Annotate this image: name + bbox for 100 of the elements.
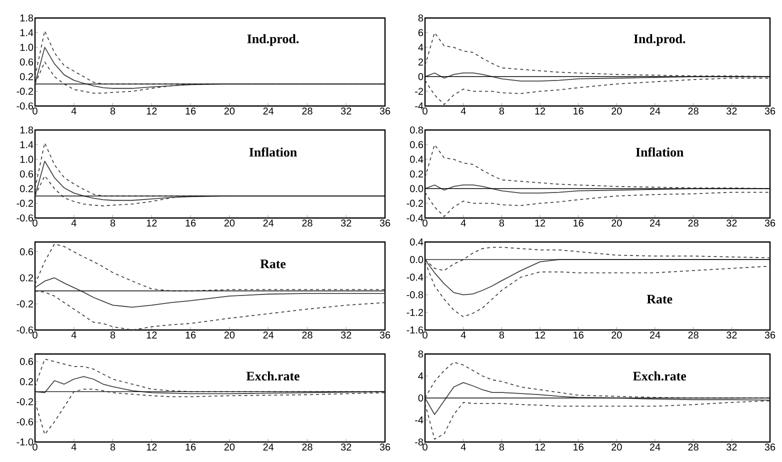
y-tick-label: 0.2 bbox=[20, 378, 33, 386]
x-tick-label: 28 bbox=[688, 332, 698, 339]
text: Exch.rate bbox=[633, 371, 686, 381]
y-tick-label: 0.2 bbox=[20, 73, 33, 80]
y-tick-label: -0.6 bbox=[16, 326, 34, 334]
y-tick-label: -0.2 bbox=[406, 200, 423, 207]
x-tick-label: 20 bbox=[612, 332, 622, 339]
y-tick-label: 0.2 bbox=[20, 185, 33, 192]
x-tick-label: 4 bbox=[71, 444, 76, 450]
x-tick-label: 8 bbox=[110, 444, 116, 451]
x-tick-label: 32 bbox=[726, 108, 737, 115]
y-tick-label: 0.4 bbox=[410, 238, 424, 246]
x-tick-label: 12 bbox=[146, 108, 157, 114]
y-tick-label: 1.0 bbox=[20, 156, 34, 163]
text: Inflation bbox=[249, 147, 297, 157]
x-tick-label: 16 bbox=[186, 220, 196, 227]
y-tick-label: 8 bbox=[418, 350, 424, 358]
y-tick-label: 0.6 bbox=[20, 358, 34, 366]
y-tick-label: 0.2 bbox=[410, 170, 423, 178]
x-tick-label: 4 bbox=[460, 444, 466, 450]
x-tick-label: 20 bbox=[224, 444, 235, 451]
x-tick-label: 16 bbox=[574, 332, 584, 339]
x-tick-label: 8 bbox=[110, 108, 116, 115]
y-tick-label: 6 bbox=[418, 29, 424, 36]
x-tick-label: 12 bbox=[535, 332, 546, 338]
y-tick-label: 1.8 bbox=[20, 14, 34, 22]
x-tick-label: 32 bbox=[340, 444, 352, 451]
x-tick-label: 12 bbox=[146, 220, 157, 226]
y-tick-label: 2 bbox=[418, 58, 423, 66]
x-tick-label: 16 bbox=[574, 108, 584, 115]
x-tick-label: 28 bbox=[302, 220, 312, 227]
x-tick-label: 12 bbox=[535, 108, 546, 114]
y-tick-label: 1.4 bbox=[20, 141, 34, 148]
y-tick-label: -0.4 bbox=[406, 274, 424, 281]
y-tick-label: 4 bbox=[418, 372, 424, 380]
x-tick-label: 4 bbox=[460, 108, 466, 114]
y-tick-label: -0.8 bbox=[406, 291, 424, 298]
y-tick-label: -0.2 bbox=[16, 300, 33, 308]
x-tick-label: 16 bbox=[186, 332, 196, 339]
y-tick-label: -0.6 bbox=[16, 418, 34, 426]
x-tick-label: 36 bbox=[380, 108, 390, 115]
x-tick-label: 32 bbox=[340, 108, 352, 115]
x-tick-label: 12 bbox=[535, 220, 546, 226]
y-tick-label: 0 bbox=[418, 73, 424, 80]
x-tick-label: 36 bbox=[380, 220, 390, 227]
y-tick-label: -0.2 bbox=[16, 200, 33, 207]
x-tick-label: 4 bbox=[71, 332, 76, 338]
x-tick-label: 24 bbox=[650, 108, 660, 114]
x-tick-label: 28 bbox=[302, 444, 312, 451]
y-tick-label: -4 bbox=[415, 416, 424, 424]
y-tick-label: 0.8 bbox=[410, 126, 424, 134]
x-tick-label: 28 bbox=[688, 444, 698, 451]
x-tick-label: 28 bbox=[302, 332, 312, 339]
y-tick-label: 1.8 bbox=[20, 126, 34, 134]
y-tick-label: -0.2 bbox=[16, 88, 33, 95]
x-tick-label: 20 bbox=[224, 108, 235, 115]
x-tick-label: 24 bbox=[263, 220, 274, 226]
y-tick-label: 0.6 bbox=[20, 170, 34, 178]
text: Ind.prod. bbox=[634, 34, 686, 46]
x-tick-label: 8 bbox=[499, 332, 504, 339]
y-tick-label: 0.6 bbox=[410, 141, 424, 148]
x-tick-label: 20 bbox=[612, 220, 622, 227]
x-tick-label: 24 bbox=[263, 444, 274, 450]
x-tick-label: 8 bbox=[499, 108, 504, 115]
y-tick-label: 1.0 bbox=[20, 44, 34, 51]
y-tick-label: 4 bbox=[418, 44, 424, 51]
x-tick-label: 16 bbox=[186, 108, 196, 115]
y-tick-label: 8 bbox=[418, 14, 424, 22]
y-tick-label: 0.0 bbox=[410, 256, 424, 264]
y-tick-label: 0.0 bbox=[410, 185, 424, 192]
x-tick-label: 8 bbox=[499, 220, 504, 227]
text: Rate bbox=[260, 260, 286, 268]
y-tick-label: 1.4 bbox=[20, 29, 34, 36]
x-tick-label: 20 bbox=[224, 220, 235, 227]
y-tick-label: -2 bbox=[415, 88, 423, 95]
text: Inflation bbox=[636, 147, 684, 157]
y-tick-label: -1.2 bbox=[406, 308, 423, 316]
y-tick-label: -1.0 bbox=[16, 438, 34, 446]
x-tick-label: 8 bbox=[110, 220, 116, 227]
y-tick-label: -1.6 bbox=[406, 326, 424, 334]
y-tick-label: -4 bbox=[415, 102, 424, 110]
x-tick-label: 36 bbox=[764, 108, 776, 115]
y-tick-label: 0.4 bbox=[410, 156, 424, 163]
y-tick-label: 0.6 bbox=[20, 58, 34, 66]
x-tick-label: 24 bbox=[263, 108, 274, 114]
x-tick-label: 28 bbox=[688, 220, 698, 227]
x-tick-label: 32 bbox=[340, 220, 352, 227]
x-tick-label: 32 bbox=[726, 444, 737, 451]
x-tick-label: 36 bbox=[764, 220, 776, 227]
y-tick-label: -0.6 bbox=[16, 214, 34, 222]
x-tick-label: 24 bbox=[263, 332, 274, 338]
x-tick-label: 12 bbox=[146, 444, 157, 450]
x-tick-label: 20 bbox=[612, 444, 622, 451]
x-tick-label: 20 bbox=[612, 108, 622, 115]
x-tick-label: 24 bbox=[650, 444, 660, 450]
y-tick-label: -8 bbox=[415, 438, 424, 446]
text: Ind.prod. bbox=[247, 34, 299, 46]
y-tick-label: 0 bbox=[418, 394, 424, 402]
y-tick-label: 0.6 bbox=[20, 248, 34, 256]
x-tick-label: 20 bbox=[224, 332, 235, 339]
